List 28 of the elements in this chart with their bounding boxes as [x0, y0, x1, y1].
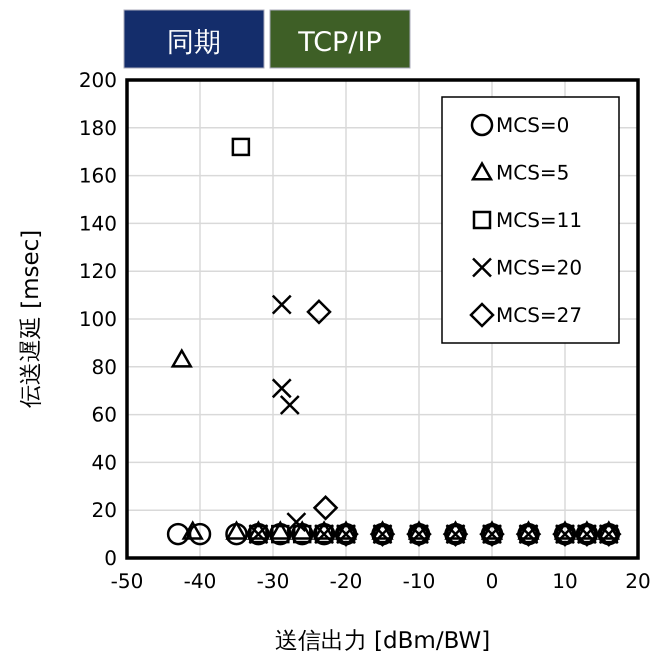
y-tick-label: 100 — [78, 307, 117, 331]
x-tick-label: 10 — [552, 569, 578, 593]
text: TCP/IP — [297, 27, 382, 58]
x-tick-label: -10 — [402, 569, 436, 593]
x-axis-title: 送信出力 [dBm/BW] — [274, 628, 490, 654]
y-tick-label: 60 — [92, 402, 117, 427]
legend-label: MCS=0 — [496, 113, 570, 137]
y-tick-label: 200 — [78, 68, 117, 92]
text: 同期 — [167, 27, 221, 58]
y-tick-label: 120 — [78, 259, 117, 284]
x-tick-label: 0 — [486, 569, 498, 593]
x-tick-label: -30 — [256, 569, 290, 593]
x-tick-label: 20 — [625, 569, 651, 593]
x-tick-label: -40 — [184, 569, 216, 593]
y-tick-label: 180 — [78, 116, 117, 140]
y-tick-label: 80 — [92, 354, 117, 379]
y-tick-label: 40 — [92, 450, 117, 474]
y-tick-label: 160 — [78, 164, 117, 188]
y-axis-title: 伝送遅延 [msec] — [18, 230, 44, 408]
legend-label: MCS=5 — [496, 160, 570, 184]
y-tick-label: 0 — [104, 546, 117, 570]
legend-label: MCS=11 — [496, 208, 582, 232]
legend-label: MCS=20 — [496, 256, 582, 280]
x-tick-label: -20 — [330, 569, 362, 593]
x-tick-label: -50 — [110, 569, 144, 593]
legend-label: MCS=27 — [496, 303, 582, 327]
y-tick-label: 140 — [78, 211, 117, 236]
y-tick-label: 20 — [92, 498, 117, 522]
